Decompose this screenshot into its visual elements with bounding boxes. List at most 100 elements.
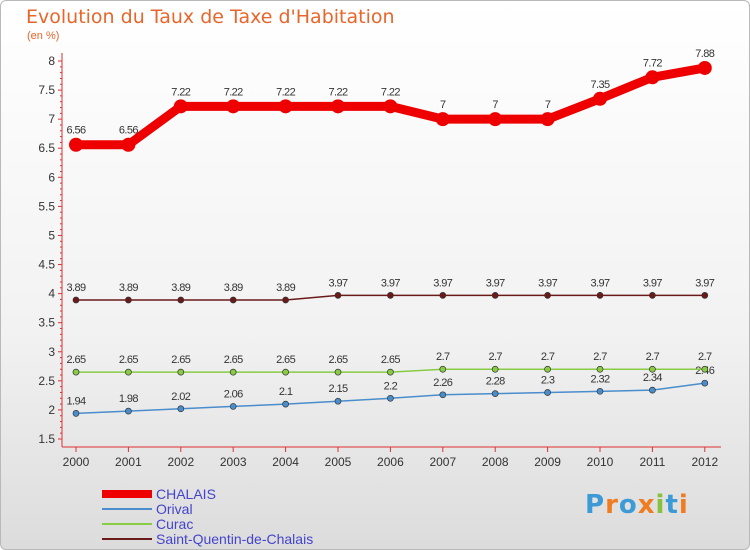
data-label: 2.7 — [488, 351, 502, 363]
legend-label: Orival — [156, 501, 193, 517]
data-point — [72, 410, 80, 417]
data-label: 6.56 — [66, 125, 85, 137]
x-tick-label: 2008 — [482, 455, 509, 469]
legend-label: Curac — [156, 516, 193, 532]
logo-letter: r — [605, 490, 619, 520]
data-point — [439, 391, 447, 399]
data-point — [125, 368, 132, 376]
data-label: 7.35 — [590, 79, 609, 91]
data-point — [69, 137, 83, 152]
logo-letter: P — [585, 490, 606, 520]
data-label: 3.89 — [171, 282, 190, 294]
data-label: 3.89 — [66, 282, 85, 294]
data-point — [645, 70, 660, 85]
data-label: 2.65 — [66, 354, 85, 366]
y-tick-label: 3.5 — [38, 316, 55, 330]
x-tick-label: 2004 — [272, 455, 299, 469]
data-label: 3.97 — [590, 277, 609, 289]
x-tick-label: 2011 — [639, 455, 665, 469]
data-point — [387, 394, 394, 402]
data-label: 2.3 — [541, 374, 555, 386]
data-point — [701, 292, 709, 299]
x-tick-label: 2006 — [377, 455, 404, 469]
logo-letter: o — [618, 490, 638, 520]
data-point — [278, 99, 293, 114]
y-tick-label: 1.5 — [38, 432, 55, 446]
data-point — [334, 397, 342, 405]
data-point — [282, 368, 289, 376]
data-point — [229, 368, 237, 376]
data-point — [387, 368, 394, 376]
y-tick-label: 6.5 — [38, 141, 55, 155]
x-tick-label: 2005 — [325, 455, 352, 469]
data-point — [491, 365, 499, 373]
data-point — [282, 400, 289, 408]
data-point — [177, 405, 185, 413]
data-label: 7 — [440, 99, 446, 111]
data-label: 3.97 — [538, 277, 557, 289]
data-label: 2.65 — [276, 354, 295, 366]
logo-letter: x — [637, 490, 656, 520]
data-label: 1.98 — [119, 393, 138, 405]
data-label: 2.7 — [593, 351, 607, 363]
data-point — [544, 292, 551, 299]
y-axis-unit-label: (en %) — [27, 30, 60, 42]
data-point — [282, 296, 289, 304]
data-label: 2.65 — [171, 354, 190, 366]
legend-label: CHALAIS — [156, 486, 216, 502]
y-tick-label: 7.5 — [38, 83, 55, 97]
data-point — [334, 292, 342, 299]
data-point — [596, 292, 604, 299]
data-label: 7 — [492, 99, 498, 111]
y-tick-label: 4 — [48, 287, 55, 301]
data-point — [649, 365, 656, 373]
data-label: 3.97 — [381, 277, 400, 289]
y-tick-label: 2 — [48, 403, 55, 417]
y-tick-label: 2.5 — [38, 374, 55, 388]
logo-letter: i — [655, 490, 666, 520]
data-point — [387, 292, 394, 299]
data-label: 7.22 — [224, 86, 243, 98]
data-label: 7.22 — [171, 86, 190, 98]
data-label: 3.97 — [695, 277, 714, 289]
data-label: 2.32 — [590, 373, 609, 385]
data-label: 6.56 — [119, 125, 138, 137]
data-point — [593, 91, 607, 106]
data-point — [177, 368, 185, 376]
data-label: 7.22 — [276, 86, 295, 98]
data-point — [439, 365, 447, 373]
data-point — [72, 368, 80, 376]
data-label: 7.88 — [695, 48, 714, 60]
data-label: 2.7 — [541, 351, 555, 363]
data-label: 2.26 — [433, 377, 452, 389]
data-point — [229, 403, 237, 410]
data-point — [544, 365, 551, 373]
data-label: 2.1 — [279, 386, 293, 398]
data-point — [121, 137, 136, 152]
data-label: 3.97 — [328, 277, 347, 289]
x-tick-label: 2010 — [587, 455, 614, 469]
data-label: 2.15 — [328, 383, 347, 395]
data-label: 3.89 — [224, 282, 243, 294]
y-tick-label: 4.5 — [38, 258, 55, 272]
data-label: 3.97 — [433, 277, 452, 289]
data-point — [488, 112, 503, 127]
data-label: 2.34 — [643, 372, 662, 384]
data-point — [491, 292, 499, 299]
data-point — [229, 296, 237, 304]
data-point — [177, 296, 185, 304]
y-tick-label: 8 — [48, 54, 55, 68]
x-tick-label: 2001 — [115, 455, 142, 469]
data-label: 3.97 — [643, 277, 662, 289]
data-label: 2.7 — [646, 351, 660, 363]
y-tick-label: 5 — [48, 228, 55, 242]
data-point — [435, 112, 450, 127]
data-label: 7.22 — [381, 86, 400, 98]
data-label: 1.94 — [66, 395, 85, 407]
data-label: 7.72 — [643, 57, 662, 69]
data-point — [697, 60, 712, 75]
data-label: 7.22 — [328, 86, 347, 98]
data-label: 2.7 — [698, 351, 712, 363]
